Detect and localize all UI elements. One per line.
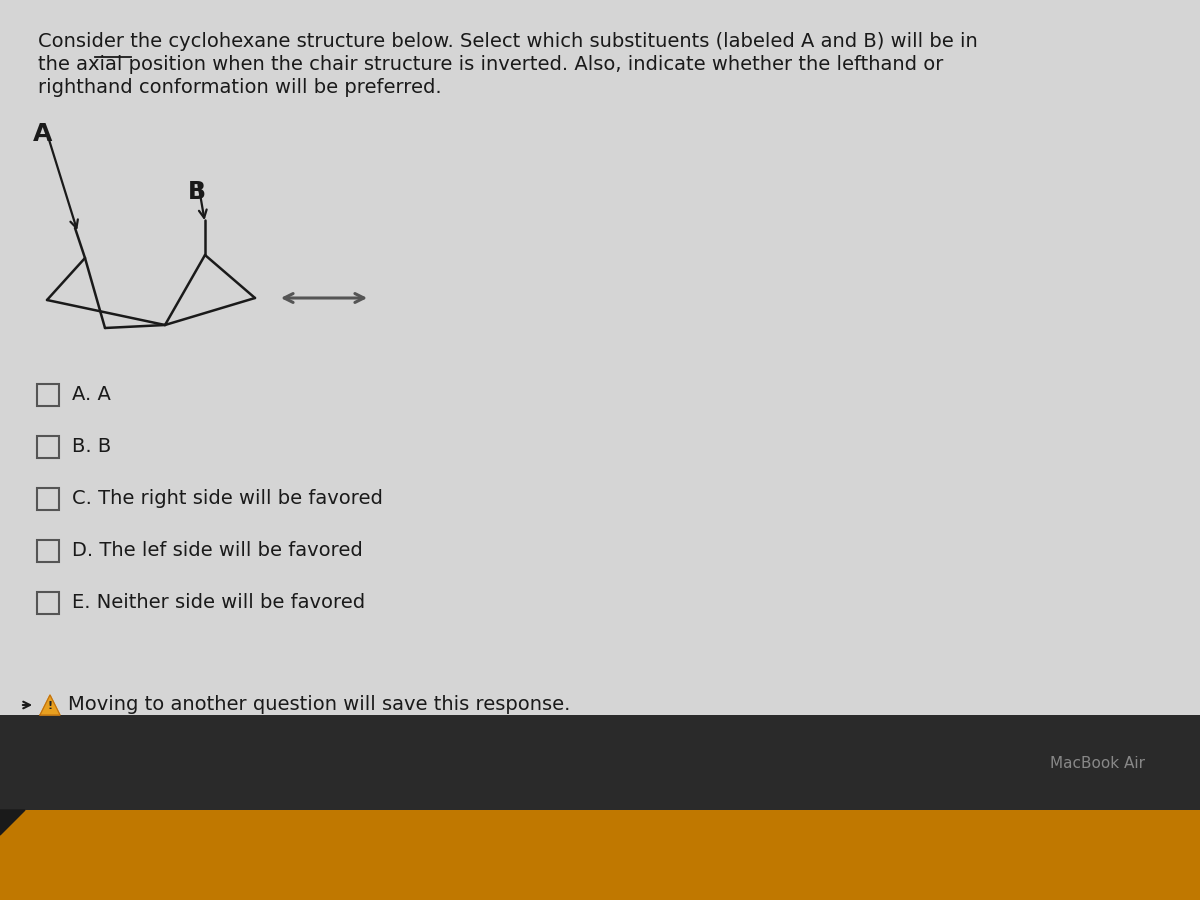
Text: C. The right side will be favored: C. The right side will be favored — [72, 489, 383, 508]
Text: A. A: A. A — [72, 384, 110, 403]
Text: A: A — [34, 122, 53, 146]
Polygon shape — [40, 695, 60, 715]
Bar — [0, 715, 1200, 810]
Text: Consider the cyclohexane structure below. Select which substituents (labeled A a: Consider the cyclohexane structure below… — [38, 32, 978, 51]
Text: Moving to another question will save this response.: Moving to another question will save thi… — [68, 696, 570, 715]
Text: E. Neither side will be favored: E. Neither side will be favored — [72, 592, 365, 611]
Text: MacBook Air: MacBook Air — [1050, 755, 1145, 770]
Text: B: B — [188, 180, 206, 204]
Polygon shape — [0, 810, 25, 835]
Bar — [0, 810, 1200, 900]
Text: B. B: B. B — [72, 436, 112, 455]
Text: !: ! — [48, 701, 53, 711]
Text: D. The lef side will be favored: D. The lef side will be favored — [72, 541, 362, 560]
Text: the axial position when the chair structure is inverted. Also, indicate whether : the axial position when the chair struct… — [38, 55, 943, 74]
Text: righthand conformation will be preferred.: righthand conformation will be preferred… — [38, 78, 442, 97]
